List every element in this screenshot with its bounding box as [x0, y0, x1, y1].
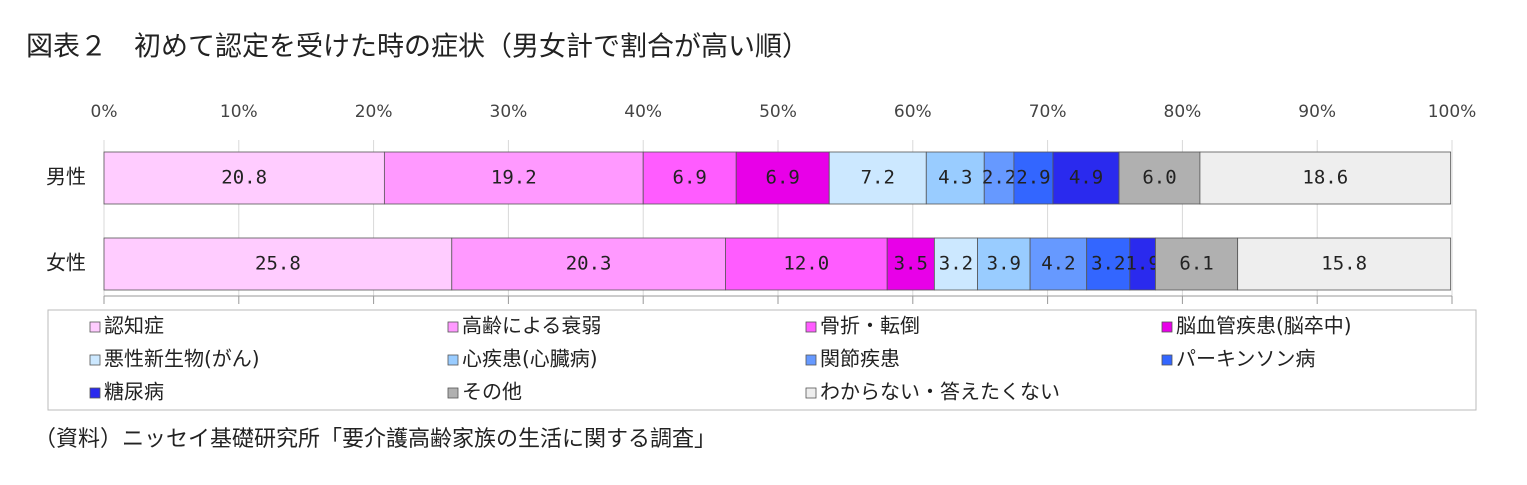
data-label: 4.2: [1041, 253, 1075, 275]
data-label: 4.3: [938, 167, 972, 189]
data-label: 4.9: [1069, 167, 1103, 189]
legend-box: [47, 309, 1477, 411]
legend-swatch: [805, 354, 817, 366]
data-label: 12.0: [783, 253, 829, 275]
x-tick-label: 40%: [624, 102, 662, 122]
data-label: 3.2: [1091, 253, 1125, 275]
legend-swatch: [1161, 321, 1173, 333]
source-note: （資料）ニッセイ基礎研究所「要介護高齢家族の生活に関する調査」: [34, 427, 716, 452]
data-label: 15.8: [1321, 253, 1367, 275]
x-tick-label: 50%: [759, 102, 797, 122]
x-tick-label: 10%: [220, 102, 258, 122]
data-label: 25.8: [255, 253, 301, 275]
data-label: 3.2: [939, 253, 973, 275]
category-label: 女性: [46, 251, 86, 275]
bar-segment: [735, 151, 830, 205]
bar-segment: [642, 151, 737, 205]
legend-label: わからない・答えたくない: [820, 380, 1060, 404]
legend-swatch: [89, 354, 101, 366]
x-tick-label: 100%: [1428, 102, 1477, 122]
bar-segment: [1199, 151, 1452, 205]
data-label: 1.9: [1125, 253, 1159, 275]
data-label: 2.9: [1016, 167, 1050, 189]
bar-segment: [1118, 151, 1201, 205]
bar-segment: [1155, 237, 1239, 291]
bar-segment: [383, 151, 644, 205]
data-label: 6.9: [673, 167, 707, 189]
legend-label: 骨折・転倒: [820, 314, 920, 338]
x-tick-label: 90%: [1298, 102, 1336, 122]
bar-segment: [983, 151, 1015, 205]
bar-segment: [933, 237, 978, 291]
legend-swatch: [805, 387, 817, 399]
legend-label: 心疾患(心臓病): [462, 347, 598, 371]
bar-segment: [925, 151, 985, 205]
legend-label: パーキンソン病: [1176, 347, 1315, 371]
bar-segment: [886, 237, 935, 291]
legend-label: 高齢による衰弱: [462, 314, 601, 338]
bar-segment: [1013, 151, 1054, 205]
data-label: 7.2: [861, 167, 895, 189]
data-label: 19.2: [491, 167, 537, 189]
data-label: 20.8: [221, 167, 267, 189]
data-label: 2.2: [982, 167, 1016, 189]
bar-segment: [1086, 237, 1131, 291]
data-label: 6.1: [1179, 253, 1213, 275]
legend-swatch: [447, 321, 459, 333]
bar-segment: [977, 237, 1031, 291]
legend-swatch: [447, 387, 459, 399]
legend-label: 関節疾患: [820, 347, 900, 371]
data-label: 6.9: [766, 167, 800, 189]
data-label: 3.5: [894, 253, 928, 275]
legend-swatch: [447, 354, 459, 366]
legend-swatch: [89, 387, 101, 399]
x-tick-label: 80%: [1164, 102, 1202, 122]
x-tick-label: 30%: [490, 102, 528, 122]
bar-segment: [451, 237, 726, 291]
data-label: 18.6: [1302, 167, 1348, 189]
bar-segment: [103, 237, 453, 291]
legend-label: 脳血管疾患(脳卒中): [1176, 314, 1352, 338]
x-tick-label: 60%: [894, 102, 932, 122]
bar-segment: [828, 151, 927, 205]
x-tick-label: 20%: [355, 102, 393, 122]
category-label: 男性: [46, 165, 86, 189]
legend-label: 認知症: [104, 314, 164, 338]
legend-label: その他: [462, 380, 522, 404]
bar-segment: [1129, 237, 1156, 291]
x-tick-label: 70%: [1029, 102, 1067, 122]
bar-segment: [103, 151, 385, 205]
legend-label: 糖尿病: [104, 380, 164, 404]
legend-swatch: [805, 321, 817, 333]
data-label: 3.9: [987, 253, 1021, 275]
chart-title: 図表２ 初めて認定を受けた時の症状（男女計で割合が高い順）: [26, 32, 809, 63]
legend-label: 悪性新生物(がん): [104, 347, 260, 371]
bar-segment: [1237, 237, 1452, 291]
bar-segment: [1052, 151, 1120, 205]
data-label: 6.0: [1142, 167, 1176, 189]
bar-segment: [725, 237, 888, 291]
legend-swatch: [1161, 354, 1173, 366]
legend-swatch: [89, 321, 101, 333]
x-tick-label: 0%: [91, 102, 118, 122]
data-label: 20.3: [566, 253, 612, 275]
